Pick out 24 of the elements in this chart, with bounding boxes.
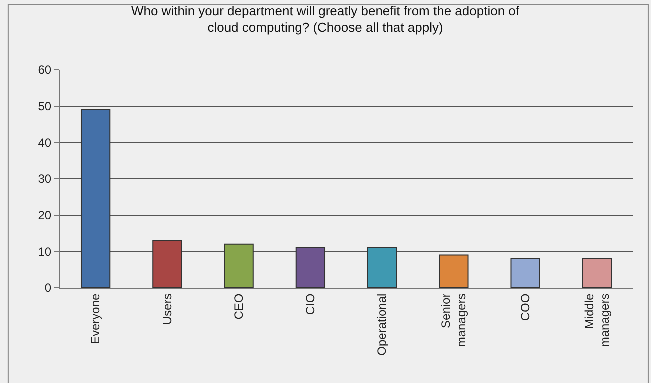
y-tick-label: 20 <box>38 208 52 223</box>
bar <box>296 248 326 288</box>
bar <box>510 258 540 288</box>
x-tick-label: COO <box>518 294 532 322</box>
bar <box>224 244 254 288</box>
chart-title: Who within your department will greatly benefit from the adoption of cloud computing? (Choose all that apply) <box>131 3 520 36</box>
x-tick-label: Senior managers <box>439 294 469 348</box>
x-tick-label: Everyone <box>88 293 103 345</box>
y-tick-label: 40 <box>38 136 52 150</box>
y-tick-label: 0 <box>44 281 52 296</box>
bar <box>582 258 612 288</box>
bar <box>367 248 398 288</box>
y-tick-label: 10 <box>38 244 52 259</box>
y-tick-label: 30 <box>38 172 52 186</box>
y-tick-label: 50 <box>38 100 52 114</box>
x-tick-label: CIO <box>304 294 318 316</box>
x-tick-label: Users <box>160 294 174 326</box>
bar <box>152 240 182 288</box>
x-tick-label: Operational <box>375 294 390 356</box>
y-tick-label: 60 <box>38 63 52 78</box>
x-tick-label: Middle managers <box>582 293 612 348</box>
bar <box>439 254 469 288</box>
bar <box>80 109 111 288</box>
x-tick-label: CEO <box>232 294 246 320</box>
